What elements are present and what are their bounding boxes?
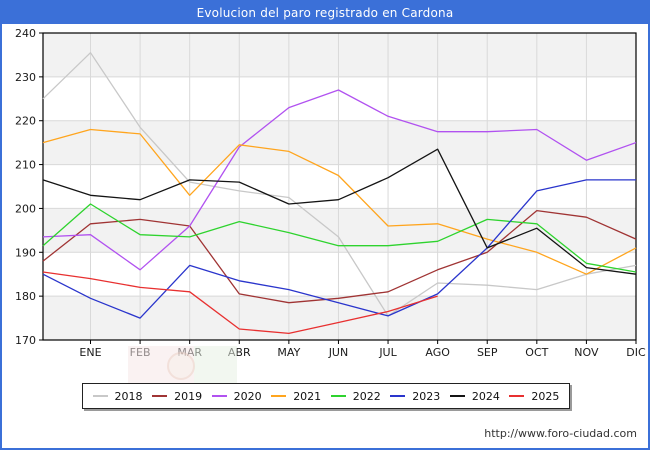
series-2022-line [42,203,637,273]
legend-item-2018: 2018 [92,389,143,403]
y-tick-label: 210 [15,159,36,172]
x-tick-label: DIC [626,346,646,359]
legend-swatch-2020 [211,395,227,397]
legend-item-2021: 2021 [271,390,321,403]
legend-swatch-2019 [152,395,168,397]
legend-swatch-2018 [92,395,108,397]
legend-item-2023: 2023 [390,390,440,403]
x-tick-label: FEB [130,346,151,359]
legend-label: 2018 [114,389,143,403]
series-2018-line [42,52,637,317]
x-tick-label: JUL [378,346,397,359]
legend: 2018 2019 2020 2021 2022 2023 2024 2025 [82,383,570,409]
title-bar: Evolucion del paro registrado en Cardona [2,2,648,24]
plot-band [43,120,636,165]
y-tick-label: 200 [15,202,36,215]
series-2019-line [42,209,637,304]
y-tick-label: 180 [15,290,36,303]
x-tick-label: ENE [79,346,101,359]
series-2021-line [42,128,637,275]
x-tick-label: ABR [228,346,251,359]
x-tick-label: MAR [177,346,202,359]
y-tick-label: 220 [15,115,36,128]
legend-label: 2021 [293,389,322,403]
legend-swatch-2021 [271,395,287,397]
y-tick-label: 240 [15,27,36,40]
plot-border [42,32,637,341]
legend-label: 2024 [471,389,500,403]
x-tick-label: OCT [525,346,548,359]
x-tick-label: MAY [277,346,300,359]
series-2020-line [42,89,637,271]
series-2024-line [42,148,637,275]
chart-title: Evolucion del paro registrado en Cardona [196,6,454,20]
legend-swatch-2023 [390,395,406,397]
legend-label: 2020 [233,389,262,403]
legend-label: 2025 [531,389,560,403]
x-tick-label: NOV [574,346,599,359]
legend-swatch-2025 [509,395,525,397]
legend-item-2025: 2025 [509,390,559,403]
legend-label: 2022 [352,389,381,403]
series-2025-line [42,271,438,335]
y-tick-label: 170 [15,334,36,347]
legend-item-2024: 2024 [449,389,500,403]
y-tick-label: 190 [15,246,36,259]
footer-url[interactable]: http://www.foro-ciudad.com [484,427,637,440]
legend-item-2020: 2020 [211,389,262,403]
legend-swatch-2022 [330,395,346,397]
legend-label: 2023 [412,389,441,403]
legend-label: 2019 [174,389,203,403]
series-2023-line [42,179,636,319]
plot-band [43,33,636,77]
legend-swatch-2024 [449,395,465,397]
legend-item-2019: 2019 [152,390,202,403]
x-tick-label: SEP [477,346,498,359]
x-tick-label: JUN [328,346,349,359]
legend-item-2022: 2022 [330,389,381,403]
y-tick-label: 230 [15,71,36,84]
x-tick-label: AGO [425,346,450,359]
